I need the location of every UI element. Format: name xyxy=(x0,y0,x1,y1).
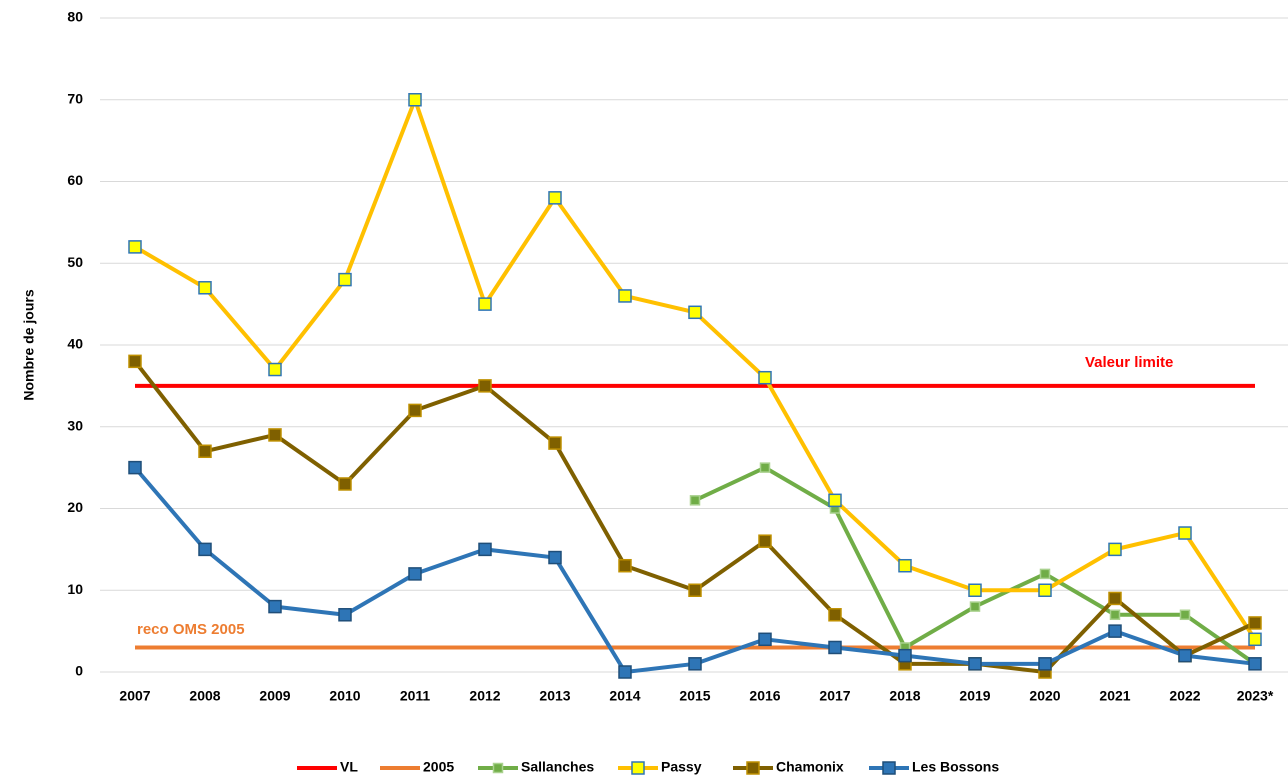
data-point xyxy=(198,281,212,295)
data-point xyxy=(688,657,702,671)
legend-marker xyxy=(631,761,645,775)
x-tick-label: 2017 xyxy=(819,688,850,704)
data-point xyxy=(1248,616,1262,630)
y-tick-label: 0 xyxy=(75,663,83,679)
y-tick-label: 50 xyxy=(67,254,83,270)
data-point xyxy=(969,601,981,612)
data-point xyxy=(898,558,912,573)
legend-label: Chamonix xyxy=(776,759,844,775)
data-point xyxy=(618,289,632,303)
data-point xyxy=(478,542,492,557)
data-point xyxy=(828,608,842,622)
data-point xyxy=(758,632,772,647)
data-point xyxy=(1038,657,1052,671)
data-point xyxy=(268,362,282,377)
data-point xyxy=(898,648,912,663)
series-line xyxy=(694,465,1257,666)
data-point xyxy=(408,567,422,581)
data-point xyxy=(618,665,632,679)
y-tick-label: 30 xyxy=(67,417,83,433)
legend-label: VL xyxy=(340,759,358,775)
data-point xyxy=(548,191,562,205)
legend-label: Passy xyxy=(661,759,702,775)
data-point xyxy=(128,354,142,369)
x-tick-label: 2016 xyxy=(749,688,780,704)
data-point xyxy=(828,640,842,655)
y-tick-label: 60 xyxy=(67,172,83,188)
data-point xyxy=(828,493,842,508)
data-point xyxy=(198,444,212,459)
data-point xyxy=(968,583,982,597)
data-point xyxy=(688,305,702,320)
data-point xyxy=(1178,648,1192,663)
y-tick-label: 40 xyxy=(67,336,83,352)
data-point xyxy=(688,583,702,597)
x-tick-label: 2015 xyxy=(679,688,710,704)
data-point xyxy=(548,436,562,450)
data-point xyxy=(1109,609,1121,621)
data-point xyxy=(1248,632,1262,647)
data-point xyxy=(268,599,282,614)
x-tick-label: 2007 xyxy=(119,688,150,704)
data-point xyxy=(408,403,422,418)
data-point xyxy=(1108,591,1122,606)
data-point xyxy=(1039,568,1051,580)
x-tick-label: 2011 xyxy=(400,688,431,704)
data-point xyxy=(338,272,352,287)
data-point xyxy=(1108,542,1122,557)
data-point xyxy=(1108,624,1122,638)
x-tick-label: 2008 xyxy=(189,688,220,704)
data-point xyxy=(548,550,562,565)
data-point xyxy=(268,428,282,442)
data-point xyxy=(198,542,212,557)
legend-marker xyxy=(492,762,504,774)
data-point xyxy=(618,558,632,573)
data-point xyxy=(1038,583,1052,597)
x-tick-label: 2012 xyxy=(469,688,500,704)
legend-label: 2005 xyxy=(423,759,454,775)
y-tick-label: 70 xyxy=(67,90,83,106)
x-tick-label: 2022 xyxy=(1169,688,1200,704)
legend-label: Les Bossons xyxy=(912,759,999,775)
legend-marker xyxy=(746,761,760,775)
legend-marker xyxy=(882,761,896,775)
data-point xyxy=(1179,609,1191,621)
y-tick-label: 20 xyxy=(67,499,83,515)
data-point xyxy=(128,460,142,475)
data-point xyxy=(758,370,772,385)
x-tick-label: 2021 xyxy=(1099,688,1130,704)
x-tick-label: 2019 xyxy=(959,688,990,704)
x-tick-label: 2014 xyxy=(609,688,640,704)
y-tick-label: 80 xyxy=(67,9,83,25)
y-axis-label: Nombre de jours xyxy=(21,289,37,400)
series-line xyxy=(133,360,1256,674)
x-tick-label: 2013 xyxy=(539,688,570,704)
data-point xyxy=(759,462,771,473)
legend-label: Sallanches xyxy=(521,759,594,775)
data-point xyxy=(478,379,492,393)
data-point xyxy=(968,657,982,671)
data-point xyxy=(758,534,772,548)
data-point xyxy=(338,477,352,491)
data-point xyxy=(408,93,422,107)
data-point xyxy=(478,297,492,311)
data-point xyxy=(338,608,352,622)
x-tick-label: 2010 xyxy=(329,688,360,704)
x-tick-label: 2009 xyxy=(259,688,290,704)
x-tick-label: 2020 xyxy=(1029,688,1060,704)
annotation: Valeur limite xyxy=(1085,354,1173,371)
data-point xyxy=(1178,526,1192,540)
annotation: reco OMS 2005 xyxy=(137,621,245,638)
data-point xyxy=(128,240,142,254)
x-tick-label: 2023* xyxy=(1237,688,1274,704)
y-tick-label: 10 xyxy=(67,581,83,597)
data-point xyxy=(689,495,701,506)
x-tick-label: 2018 xyxy=(889,688,920,704)
data-point xyxy=(1248,657,1262,671)
